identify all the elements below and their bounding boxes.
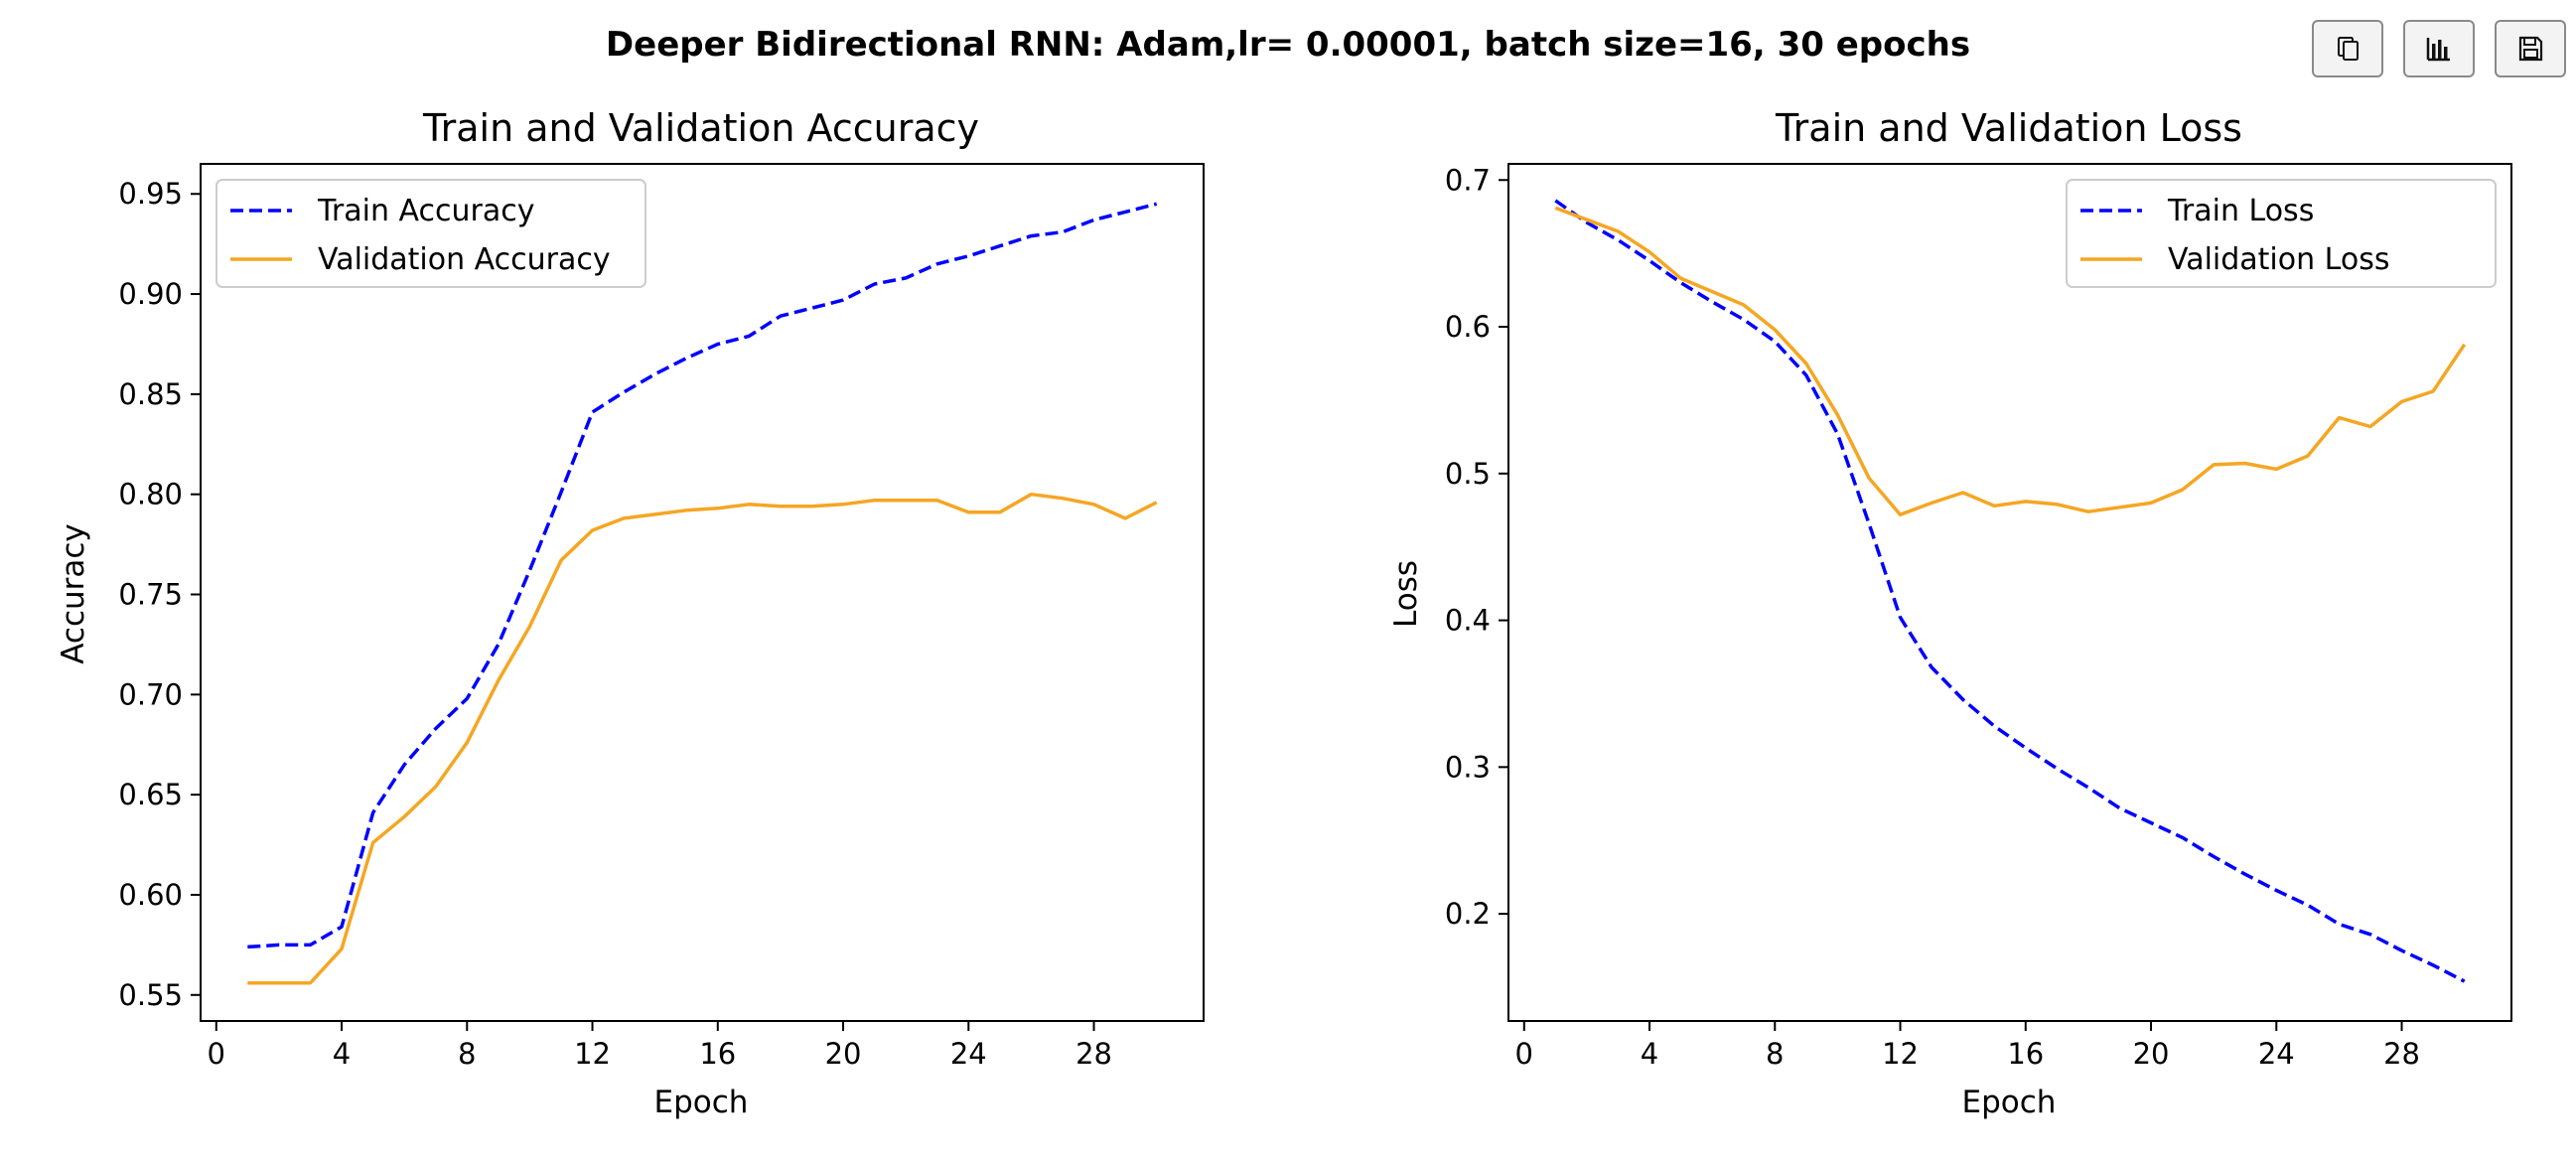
loss-legend-box xyxy=(2066,179,2497,288)
accuracy-x-tick-label: 28 xyxy=(1075,1037,1112,1071)
loss-y-tick-label: 0.7 xyxy=(1445,163,1491,197)
accuracy-y-tick-label: 0.70 xyxy=(118,677,183,711)
loss-x-tick-label: 20 xyxy=(2133,1037,2170,1071)
loss-x-axis-label: Epoch xyxy=(1962,1085,2057,1120)
loss-x-tick-label: 0 xyxy=(1515,1037,1533,1071)
accuracy-chart: Train and Validation Accuracy Epoch Accu… xyxy=(56,106,1205,1120)
accuracy-x-tick-label: 16 xyxy=(699,1037,736,1071)
loss-legend-label: Train Loss xyxy=(2167,194,2314,228)
loss-x-tick-label: 24 xyxy=(2258,1037,2295,1071)
loss-x-tick-label: 28 xyxy=(2383,1037,2420,1071)
loss-legend-label: Validation Loss xyxy=(2168,242,2389,277)
accuracy-y-tick-label: 0.55 xyxy=(118,978,183,1012)
bar-chart-icon xyxy=(2426,38,2450,62)
loss-x-tick-label: 8 xyxy=(1766,1037,1784,1071)
save-icon xyxy=(2518,36,2543,62)
accuracy-x-axis-label: Epoch xyxy=(654,1085,749,1120)
loss-x-tick-label: 12 xyxy=(1882,1037,1919,1071)
accuracy-series-validation-line xyxy=(247,492,1158,985)
accuracy-legend: Train Accuracy Validation Accuracy xyxy=(215,179,646,288)
loss-y-tick-label: 0.4 xyxy=(1445,604,1491,638)
accuracy-x-tick-label: 20 xyxy=(825,1037,862,1071)
figure-suptitle: Deeper Bidirectional RNN: Adam,lr= 0.000… xyxy=(606,25,1970,65)
loss-y-tick-label: 0.5 xyxy=(1445,457,1491,491)
accuracy-legend-label: Validation Accuracy xyxy=(318,242,611,277)
copy-icon xyxy=(2338,37,2359,61)
accuracy-y-axis-label: Accuracy xyxy=(56,523,91,664)
accuracy-series-train-line xyxy=(247,202,1158,949)
accuracy-y-tick-label: 0.80 xyxy=(118,478,183,511)
loss-axes-frame xyxy=(1507,163,2512,1022)
save-button[interactable] xyxy=(2495,20,2566,77)
accuracy-y-tick-label: 0.85 xyxy=(118,377,183,411)
accuracy-legend-label: Train Accuracy xyxy=(317,194,534,228)
toolbar xyxy=(2312,20,2566,77)
loss-y-axis-label: Loss xyxy=(1388,560,1424,628)
accuracy-x-tick-label: 12 xyxy=(574,1037,611,1071)
loss-y-tick-label: 0.6 xyxy=(1445,310,1491,344)
loss-legend: Train Loss Validation Loss xyxy=(2066,179,2497,288)
loss-x-tick-label: 16 xyxy=(2007,1037,2044,1071)
accuracy-chart-title: Train and Validation Accuracy xyxy=(422,106,979,150)
accuracy-axes-frame xyxy=(200,163,1205,1022)
chart-button[interactable] xyxy=(2403,20,2475,77)
accuracy-y-tick-label: 0.60 xyxy=(118,878,183,912)
accuracy-x-tick-label: 24 xyxy=(950,1037,987,1071)
accuracy-legend-box xyxy=(215,179,646,288)
accuracy-y-tick-label: 0.95 xyxy=(118,177,183,211)
accuracy-plot-area: 0 4 8 12 16 20 24 28 0.55 0.60 0.65 0.70 0.75 0.80 0.8… xyxy=(118,163,1205,1071)
accuracy-y-tick-label: 0.65 xyxy=(118,778,183,811)
loss-series-validation-line xyxy=(1554,206,2467,516)
loss-chart-title: Train and Validation Loss xyxy=(1775,106,2242,150)
accuracy-y-tick-label: 0.90 xyxy=(118,277,183,311)
loss-y-tick-label: 0.2 xyxy=(1445,897,1491,931)
copy-button[interactable] xyxy=(2312,20,2383,77)
accuracy-x-tick-label: 8 xyxy=(458,1037,476,1071)
loss-y-tick-label: 0.3 xyxy=(1445,750,1491,784)
loss-x-tick-label: 4 xyxy=(1641,1037,1658,1071)
loss-series-train-line xyxy=(1554,199,2466,983)
loss-plot-area: 0 4 8 12 16 20 24 28 0.2 0.3 0.4 0.5 0.6 0.7 Train Los… xyxy=(1445,163,2512,1071)
accuracy-x-tick-label: 4 xyxy=(333,1037,351,1071)
accuracy-x-tick-label: 0 xyxy=(208,1037,225,1071)
loss-chart: Train and Validation Loss Epoch Loss 0 4 8… xyxy=(1388,106,2512,1120)
accuracy-y-tick-label: 0.75 xyxy=(118,578,183,612)
